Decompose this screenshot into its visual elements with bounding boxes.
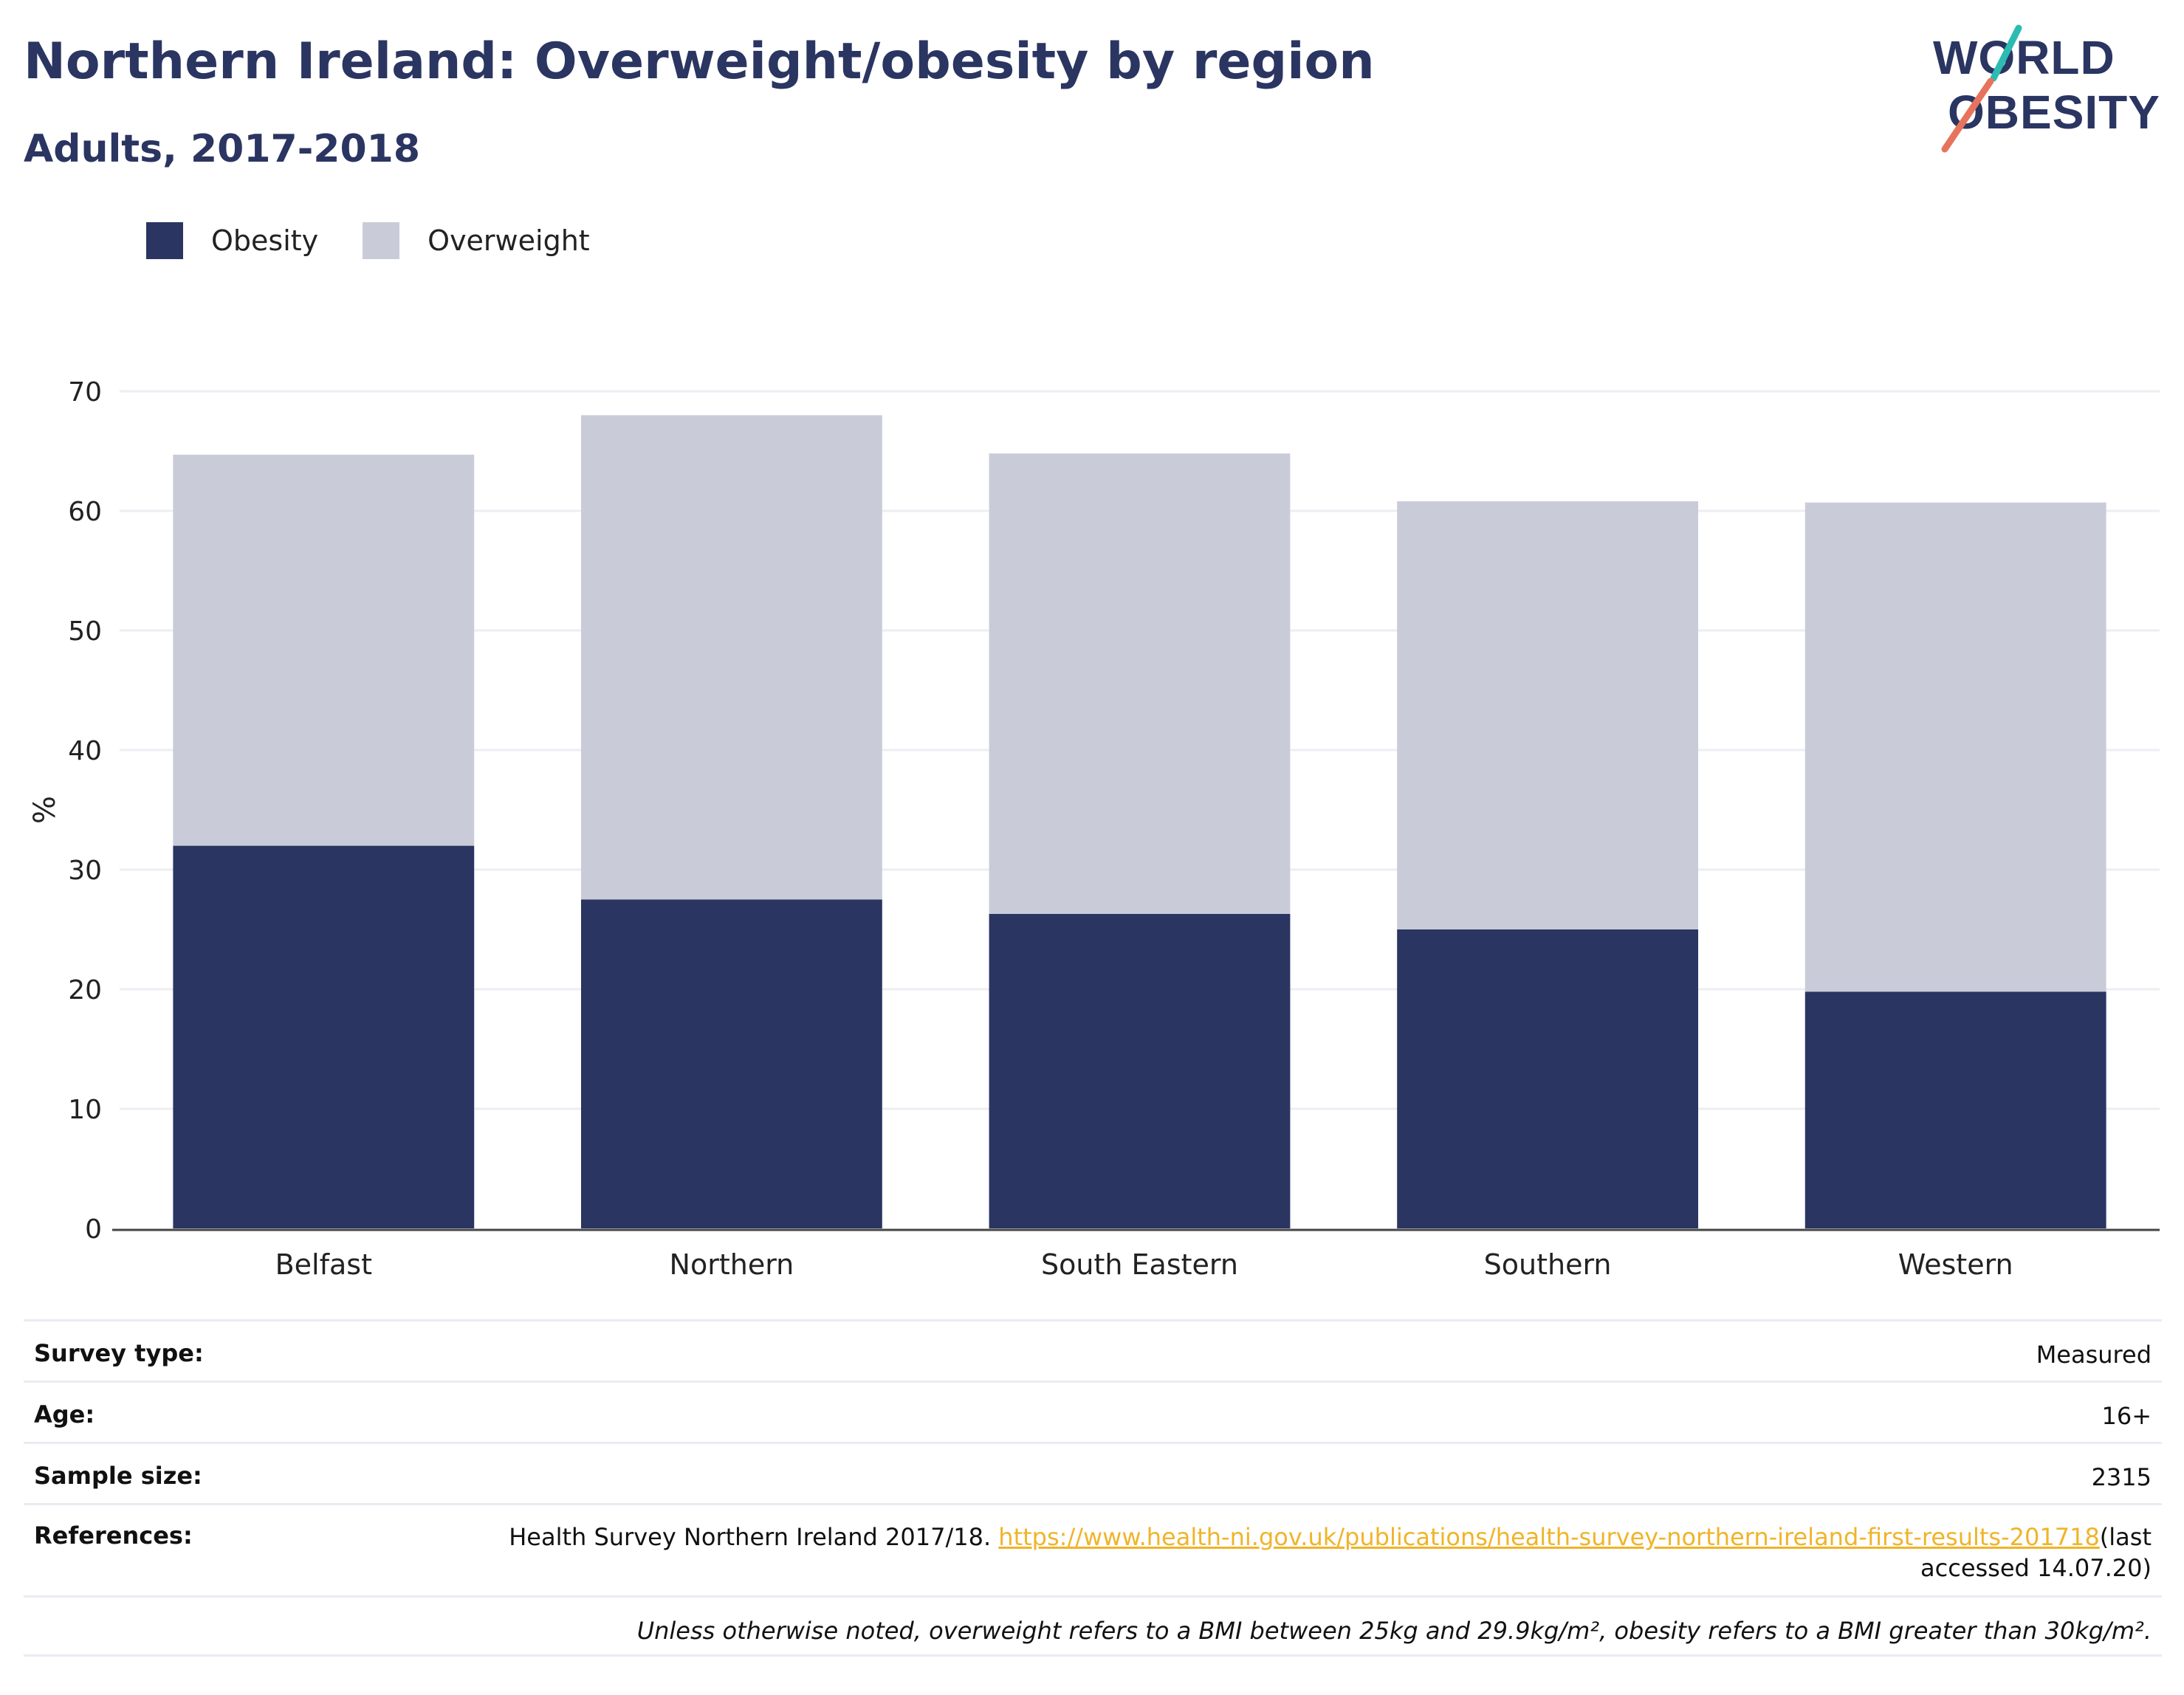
- info-row-survey-type: Survey type: Measured: [24, 1319, 2162, 1381]
- y-tick-label-20: 20: [68, 975, 102, 1005]
- legend-label-obesity: Obesity: [211, 224, 319, 257]
- sample-size-label: Sample size:: [34, 1462, 202, 1490]
- sample-size-value: 2315: [2091, 1463, 2152, 1491]
- y-tick-label-30: 30: [68, 856, 102, 886]
- bar-overweight-south-eastern: [989, 453, 1291, 914]
- x-tick-label-western: Western: [1898, 1248, 2013, 1281]
- chart-title: Northern Ireland: Overweight/obesity by …: [24, 32, 1375, 91]
- y-tick-label-0: 0: [85, 1214, 102, 1245]
- references-link[interactable]: https://www.health-ni.gov.uk/publication…: [998, 1523, 2100, 1551]
- info-table: Survey type: Measured Age: 16+ Sample si…: [24, 1319, 2162, 1657]
- legend-item-obesity[interactable]: Obesity: [146, 222, 318, 259]
- chart-subtitle: Adults, 2017-2018: [24, 127, 421, 171]
- y-tick-label-50: 50: [68, 616, 102, 647]
- references-text: Health Survey Northern Ireland 2017/18.: [509, 1523, 992, 1551]
- bar-obesity-northern: [580, 899, 882, 1228]
- chart-legend: Obesity Overweight: [146, 219, 634, 263]
- logo-line-1: WORLD: [1933, 31, 2115, 84]
- survey-type-value: Measured: [2036, 1341, 2152, 1369]
- references-label: References:: [34, 1522, 193, 1550]
- y-tick-label-70: 70: [68, 377, 102, 408]
- logo-coral-slash: [1941, 78, 1994, 153]
- x-tick-label-south-eastern: South Eastern: [1041, 1248, 1238, 1281]
- bmi-note: Unless otherwise noted, overweight refer…: [636, 1617, 2152, 1645]
- references-value: Health Survey Northern Ireland 2017/18. …: [453, 1522, 2152, 1584]
- logo-teal-slash: [1990, 24, 2022, 82]
- bar-obesity-western: [1804, 991, 2106, 1228]
- bar-overweight-western: [1804, 502, 2106, 992]
- info-row-age: Age: 16+: [24, 1381, 2162, 1442]
- references-suffix: (last accessed 14.07.20): [1920, 1523, 2152, 1582]
- legend-swatch-obesity: [146, 222, 183, 259]
- y-axis-label: %: [28, 796, 62, 824]
- y-tick-label-40: 40: [68, 736, 102, 766]
- world-obesity-logo: WORLD OBESITY: [1933, 24, 2160, 153]
- legend-item-overweight[interactable]: Overweight: [363, 222, 590, 259]
- y-tick-label-10: 10: [68, 1095, 102, 1125]
- stacked-bar-chart: 0 10 20 30 40 50 60 70% Belfast Northern South Eas…: [28, 377, 2160, 1281]
- bar-overweight-belfast: [173, 454, 475, 846]
- x-tick-label-belfast: Belfast: [275, 1248, 372, 1281]
- y-tick-label-60: 60: [68, 497, 102, 527]
- bar-overweight-southern: [1397, 501, 1699, 929]
- age-value: 16+: [2101, 1402, 2152, 1430]
- x-tick-label-northern: Northern: [670, 1248, 794, 1281]
- bar-obesity-south-eastern: [989, 913, 1291, 1228]
- survey-type-label: Survey type:: [34, 1339, 204, 1367]
- info-row-sample-size: Sample size: 2315: [24, 1442, 2162, 1503]
- bar-obesity-belfast: [173, 845, 475, 1228]
- info-row-note: Unless otherwise noted, overweight refer…: [24, 1595, 2162, 1657]
- age-label: Age:: [34, 1400, 95, 1428]
- legend-swatch-overweight: [363, 222, 400, 259]
- x-tick-label-southern: Southern: [1484, 1248, 1612, 1281]
- bar-obesity-southern: [1397, 929, 1699, 1228]
- legend-label-overweight: Overweight: [427, 224, 590, 257]
- bar-overweight-northern: [580, 415, 882, 900]
- info-row-references: References: Health Survey Northern Irela…: [24, 1503, 2162, 1595]
